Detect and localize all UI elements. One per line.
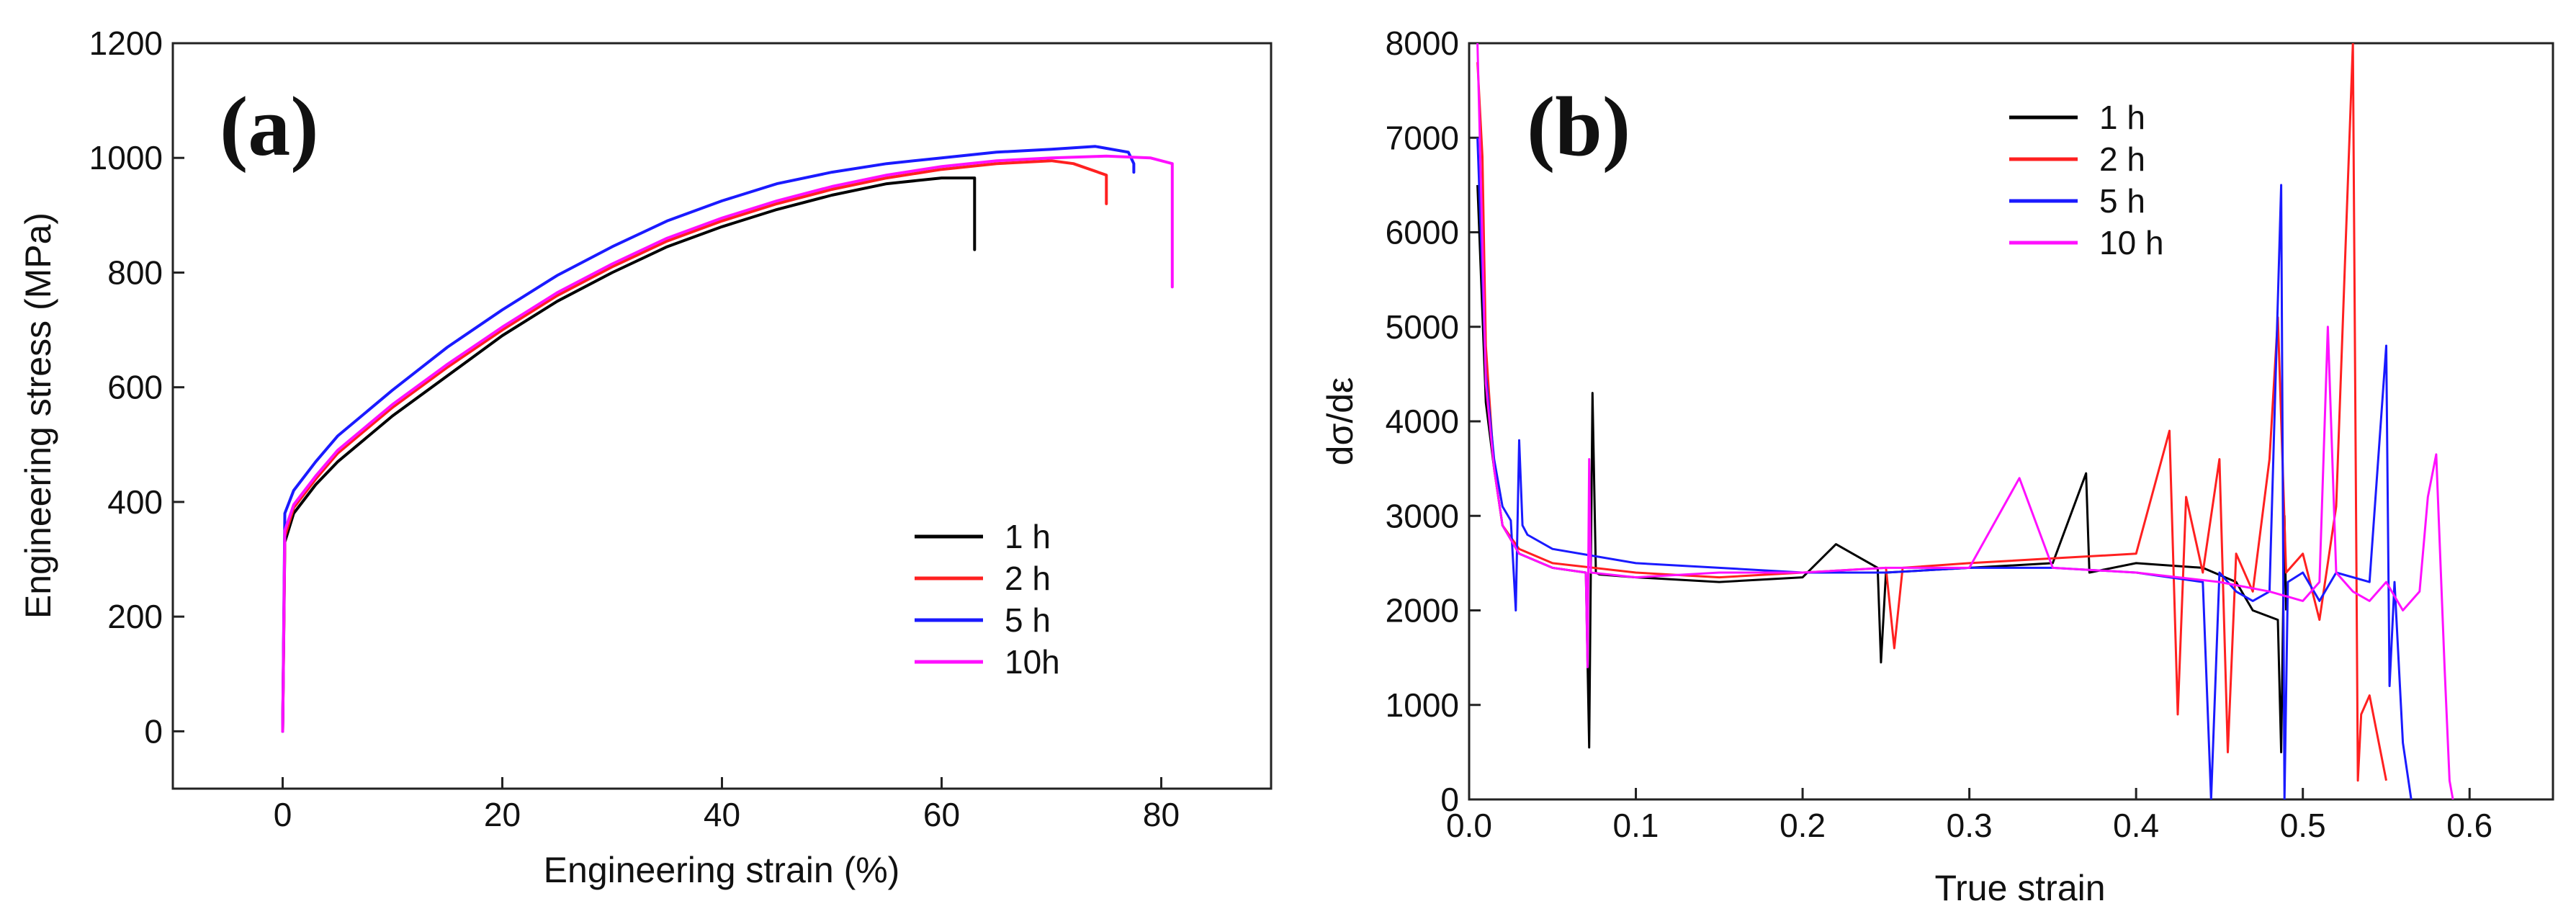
panel-b-xtick-label: 0.3	[1947, 807, 1993, 844]
panel-b-xtick-label: 0.6	[2446, 807, 2492, 844]
panel-b-legend-label: 1 h	[2099, 99, 2145, 136]
panel-a-series-line-5h	[281, 145, 1136, 733]
panel-b-series-line-10h	[1476, 43, 2454, 799]
panel-b-legend-label: 5 h	[2099, 182, 2145, 220]
panel-a-legend: 1 h 2 h 5 h 10h	[915, 518, 1060, 681]
panel-a-xtick-label: 40	[704, 796, 740, 833]
panel-b-ytick-label: 4000	[1386, 403, 1459, 440]
panel-b-label: (b)	[1527, 79, 1630, 174]
panel-b-ytick-label: 7000	[1386, 119, 1459, 156]
panel-a-legend-label: 1 h	[1005, 518, 1051, 555]
panel-b-ytick-label: 5000	[1386, 308, 1459, 346]
panel-b-ytick-label: 1000	[1386, 686, 1459, 724]
panel-a-series-line-2h	[281, 159, 1108, 733]
panel-a-series-group	[281, 145, 1174, 733]
panel-b-series-line-1h	[1476, 184, 2287, 753]
panel-a-series-line-10h	[281, 154, 1174, 733]
panel-a-ytick-label: 800	[107, 254, 163, 291]
panel-b-ylabel: dσ/dε	[1320, 377, 1360, 466]
panel-a-ytick-label: 0	[144, 712, 163, 750]
panel-a-ytick-label: 1200	[89, 24, 163, 62]
panel-b-series-line-2h	[1476, 43, 2387, 782]
panel-a-ytick-label: 1000	[89, 139, 163, 176]
panel-b-ytick-label: 6000	[1386, 214, 1459, 251]
panel-a-xtick-label: 20	[484, 796, 521, 833]
panel-b-xtick-label: 0.0	[1446, 807, 1492, 844]
panel-a-ytick-label: 600	[107, 369, 163, 406]
panel-a-xtick-label: 80	[1143, 796, 1180, 833]
panel-b-chart: 0.0 0.1 0.2 0.3 0.4 0.5 0.6 0 1000 2000 3000 4000 50…	[1320, 24, 2554, 908]
panel-b-series-group	[1476, 43, 2454, 799]
panel-a-ylabel: Engineering stress (MPa)	[18, 212, 58, 619]
panel-a-series-line-1h	[281, 176, 977, 733]
panel-b-legend-label: 2 h	[2099, 140, 2145, 178]
panel-a-legend-label: 2 h	[1005, 560, 1051, 597]
panel-b-legend-label: 10 h	[2099, 224, 2164, 261]
panel-b-series-line-5h	[1476, 138, 2413, 799]
panel-b-legend: 1 h 2 h 5 h 10 h	[2009, 99, 2164, 261]
panel-a-legend-label: 10h	[1005, 643, 1060, 681]
panel-b-ytick-label: 0	[1440, 781, 1459, 818]
panel-b-xtick-label: 0.2	[1780, 807, 1826, 844]
panel-a-xtick-label: 60	[923, 796, 960, 833]
panel-a-label: (a)	[220, 79, 319, 174]
panel-b-ytick-label: 2000	[1386, 592, 1459, 629]
panel-a-ytick-label: 200	[107, 598, 163, 635]
panel-a-legend-label: 5 h	[1005, 601, 1051, 639]
panel-a-xtick-label: 0	[274, 796, 292, 833]
panel-b-xtick-label: 0.1	[1613, 807, 1659, 844]
panel-b-xtick-label: 0.4	[2113, 807, 2159, 844]
panel-a-ytick-label: 400	[107, 483, 163, 521]
panel-b-ytick-label: 3000	[1386, 497, 1459, 534]
panel-b-xtick-label: 0.5	[2280, 807, 2326, 844]
panel-b-ticks: 0.0 0.1 0.2 0.3 0.4 0.5 0.6 0 1000 2000 3000 4000 50…	[1386, 24, 2493, 844]
panel-b-xlabel: True strain	[1934, 868, 2105, 908]
panel-a-xlabel: Engineering strain (%)	[544, 850, 900, 890]
panel-b-ytick-label: 8000	[1386, 24, 1459, 62]
